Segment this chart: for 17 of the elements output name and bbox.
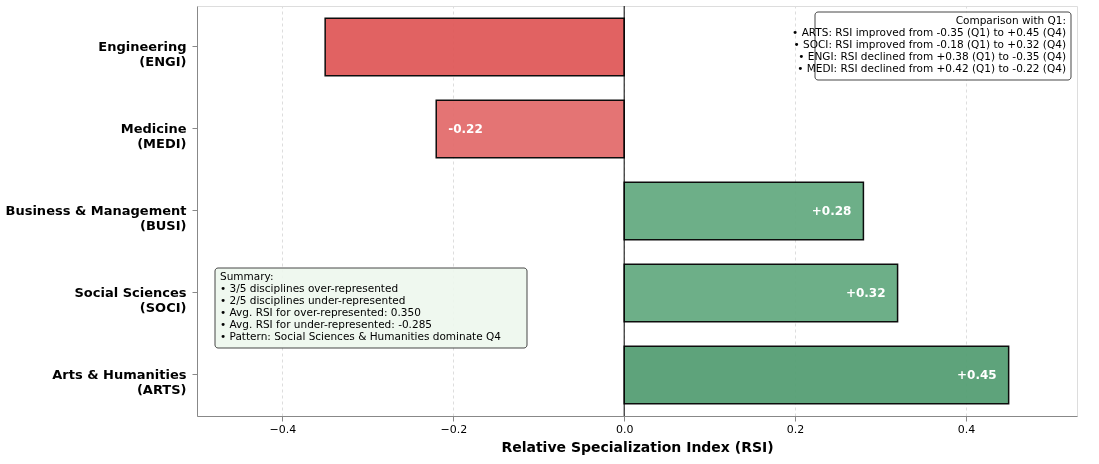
x-tick-label: −0.4 — [269, 422, 297, 436]
annotation: Comparison with Q1: • ARTS: RSI improved from -0.35 (Q1) to +0.45 (Q4) • SOCI: RSI improved from -0.18 (Q1) to +0.32 (Q4) • ENGI: RSI declined from +0.38 (Q1) to -0.35 (Q4) • MEDI: RSI declined from +0.42 (Q1) to -0.22 (Q4) — [792, 14, 1066, 74]
data-label: +0.32 — [845, 286, 886, 300]
y-tick-label: Social Sciences (SOCI) — [74, 285, 187, 315]
data-label: -0.22 — [448, 122, 483, 136]
data-label: +0.45 — [956, 368, 997, 382]
x-axis-title: Relative Specialization Index (RSI) — [501, 438, 774, 455]
x-tick-label: 0.0 — [615, 422, 634, 436]
y-tick-label: Business & Management (BUSI) — [5, 203, 187, 233]
data-label: +0.28 — [811, 204, 852, 218]
x-tick-label: 0.2 — [786, 422, 805, 436]
y-tick-label: Engineering (ENGI) — [98, 39, 187, 69]
annotation: Summary: • 3/5 disciplines over-represented • 2/5 disciplines under-represented • Avg. RSI for over-represented: 0.350 • Avg. RSI for under-represented: -0.285 • Pattern: Social Sciences & Humanities dominate Q4 — [220, 270, 502, 342]
x-tick-label: −0.2 — [440, 422, 468, 436]
y-tick-label: Medicine (MEDI) — [120, 121, 187, 151]
y-tick-label: Arts & Humanities (ARTS) — [52, 367, 187, 397]
x-tick-label: 0.4 — [957, 422, 976, 436]
